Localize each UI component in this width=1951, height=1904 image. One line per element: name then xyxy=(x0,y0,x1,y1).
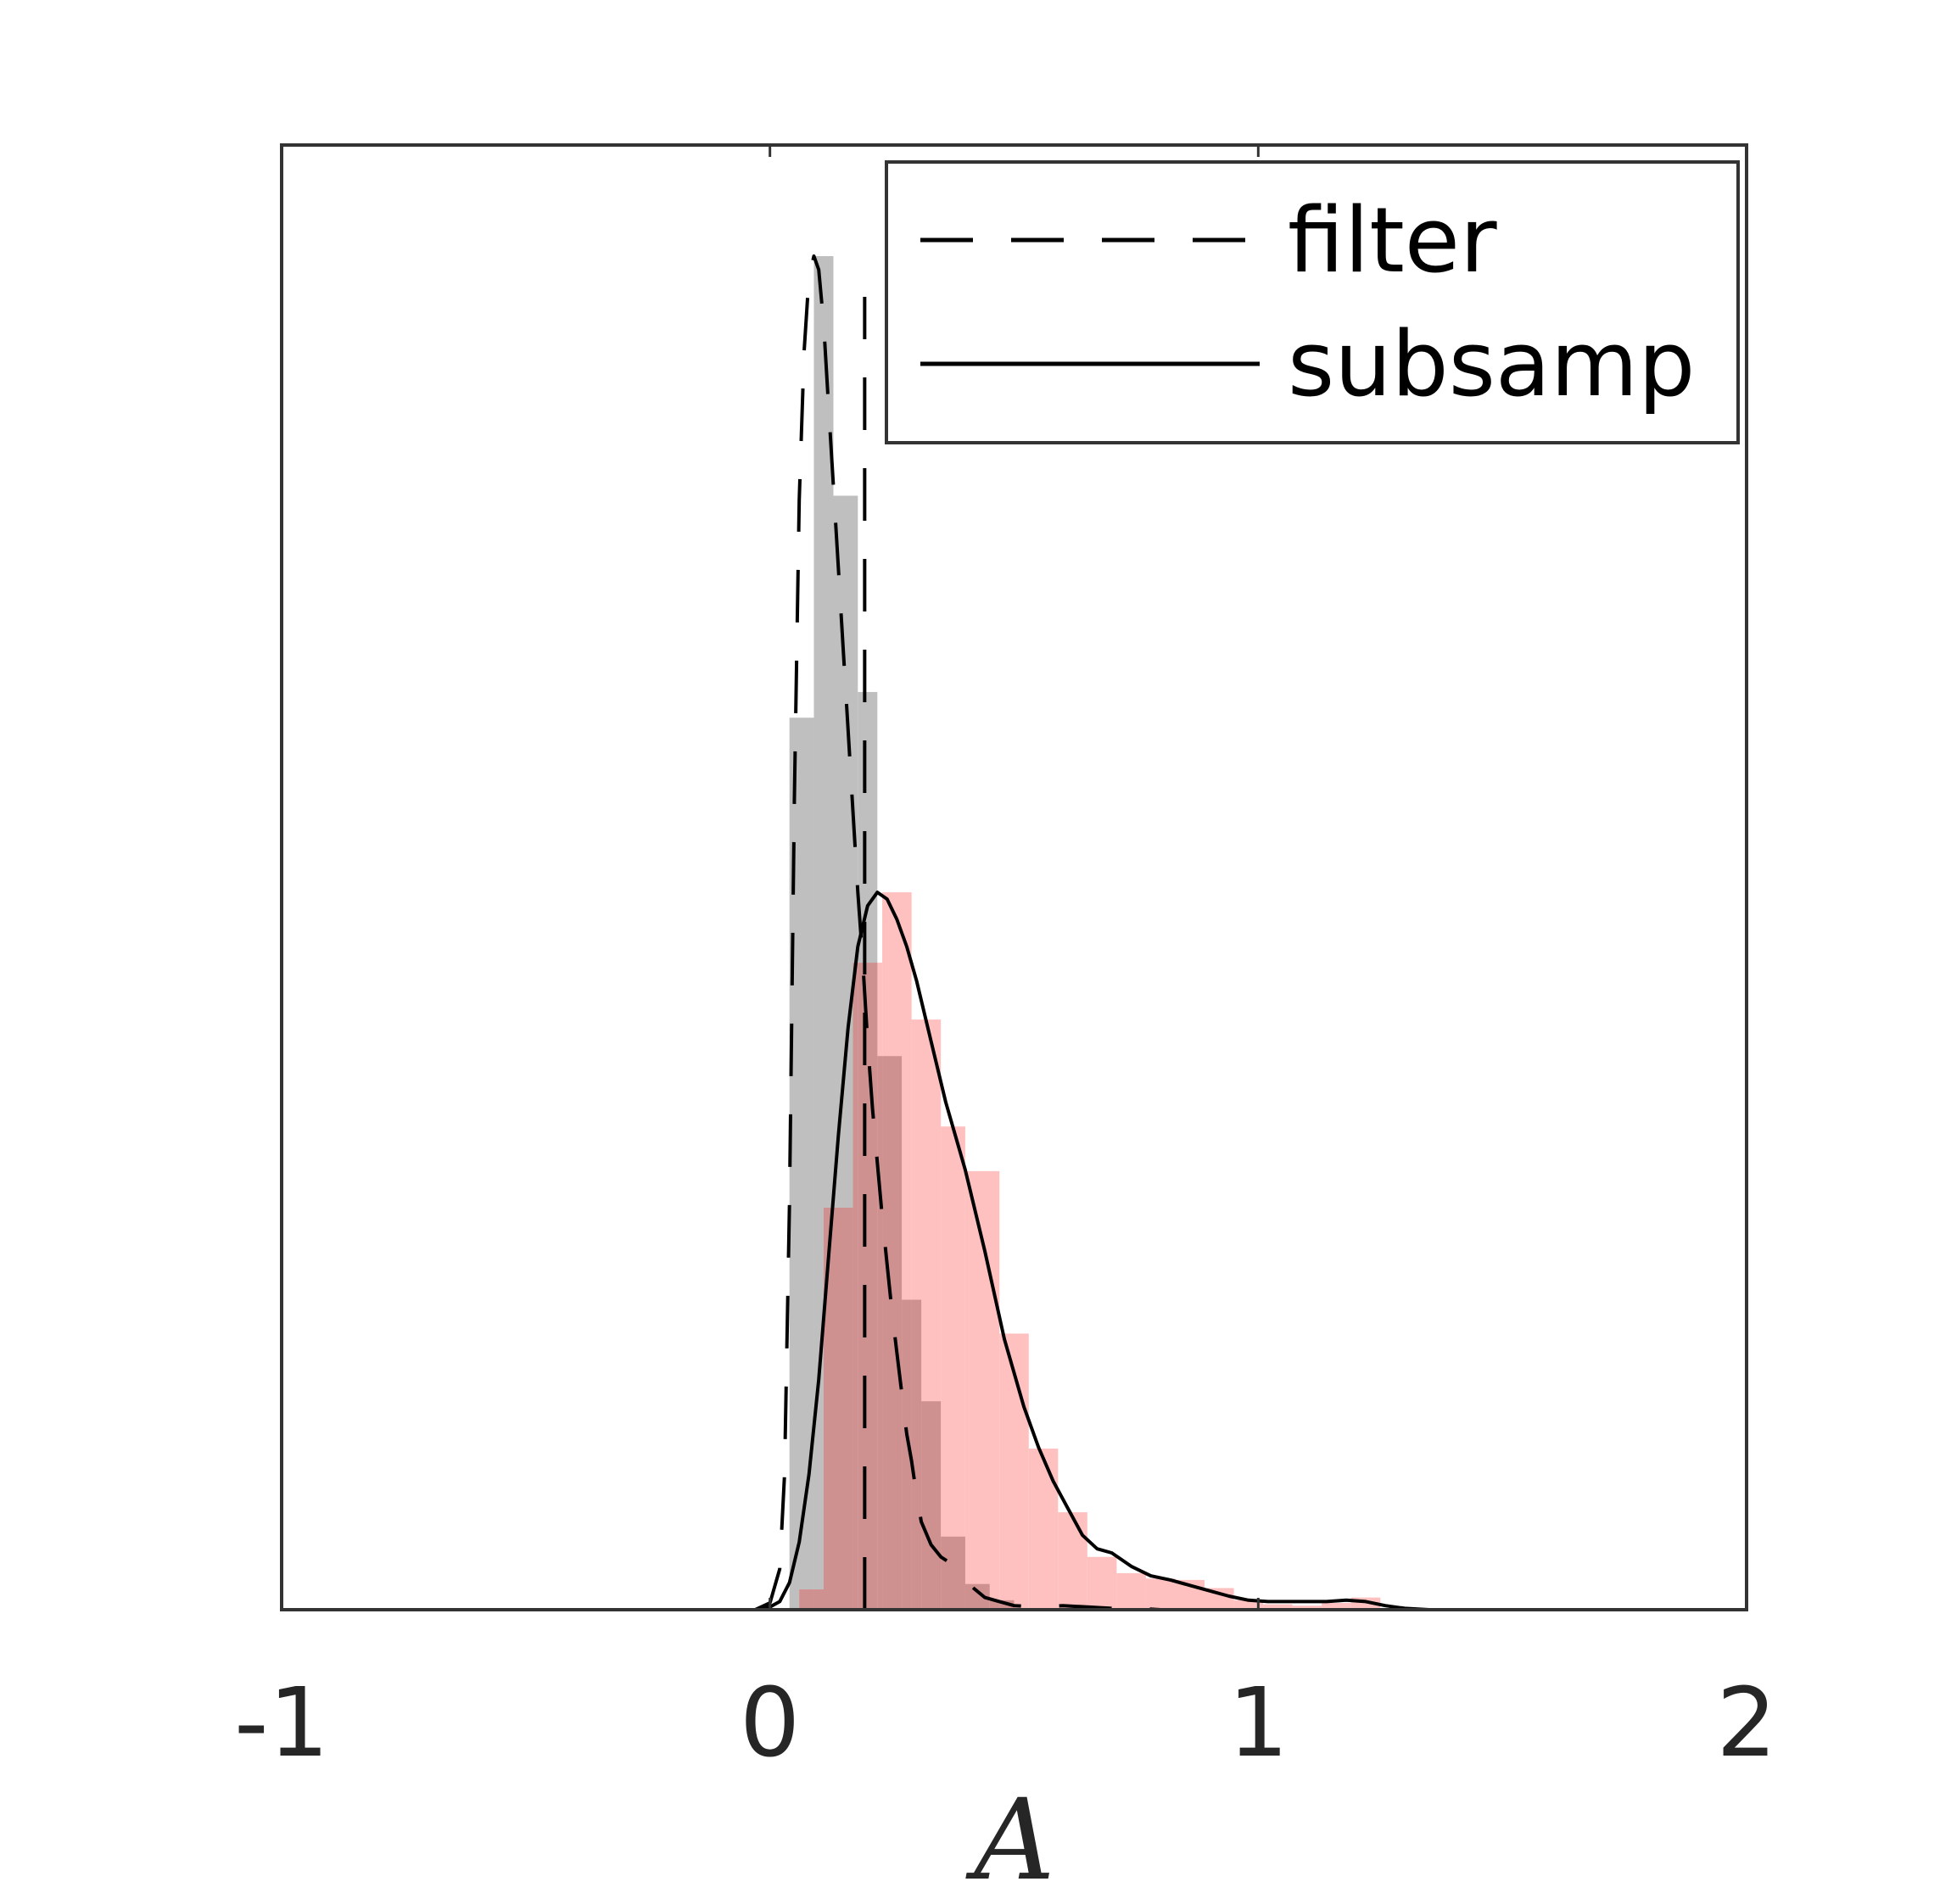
subsamp-bar-15 xyxy=(1233,1600,1264,1610)
overlap-bar-5 xyxy=(858,963,878,1610)
overlap-bar-7 xyxy=(882,1056,903,1610)
x-tick-label: 0 xyxy=(740,1668,800,1778)
legend: filter subsamp xyxy=(885,160,1740,444)
x-ticks xyxy=(280,145,1748,1610)
overlap-bar-8 xyxy=(902,1299,912,1610)
density-curves xyxy=(754,254,1429,1611)
legend-label-filter: filter xyxy=(1288,188,1497,293)
subsamp-bar-18 xyxy=(1322,1603,1351,1610)
x-tick-labels: -1 0 1 2 xyxy=(234,1668,1776,1778)
subsamp-bar-11 xyxy=(1116,1572,1146,1610)
x-tick-label: 1 xyxy=(1228,1668,1289,1778)
plot-area xyxy=(754,254,1429,1611)
overlap-bar-9 xyxy=(911,1299,922,1610)
x-tick-label: -1 xyxy=(234,1668,329,1778)
overlap-bar-3 xyxy=(833,1207,853,1610)
subsamp-bar-8 xyxy=(1028,1449,1059,1610)
subsamp-bar-9 xyxy=(1058,1512,1087,1610)
legend-label-subsamp: subsamp xyxy=(1288,312,1695,416)
x-axis-label: A xyxy=(964,1775,1054,1900)
overlap-bar-11 xyxy=(941,1536,965,1610)
overlap-bar-0 xyxy=(799,1589,814,1610)
filter-density-curve xyxy=(754,254,1161,1611)
overlap-histogram xyxy=(799,963,1015,1610)
legend-box xyxy=(885,160,1740,444)
subsamp-bar-17 xyxy=(1292,1605,1322,1610)
overlap-bar-13 xyxy=(989,1600,1000,1610)
subsamp-bar-16 xyxy=(1263,1604,1293,1610)
overlap-bar-10 xyxy=(921,1401,942,1610)
axes-frame xyxy=(280,143,1748,1611)
x-tick-label: 2 xyxy=(1716,1668,1776,1778)
overlap-bar-1 xyxy=(813,1589,824,1610)
subsamp-bar-7 xyxy=(999,1333,1029,1610)
subsamp-bar-5 xyxy=(941,1126,965,1610)
overlap-bar-4 xyxy=(853,963,858,1610)
overlap-bar-6 xyxy=(877,1056,883,1610)
subsamp-bar-12 xyxy=(1145,1578,1176,1610)
subsamp-bar-10 xyxy=(1087,1556,1117,1610)
overlap-bar-2 xyxy=(823,1207,834,1610)
subsamp-density-curve xyxy=(755,891,1429,1611)
